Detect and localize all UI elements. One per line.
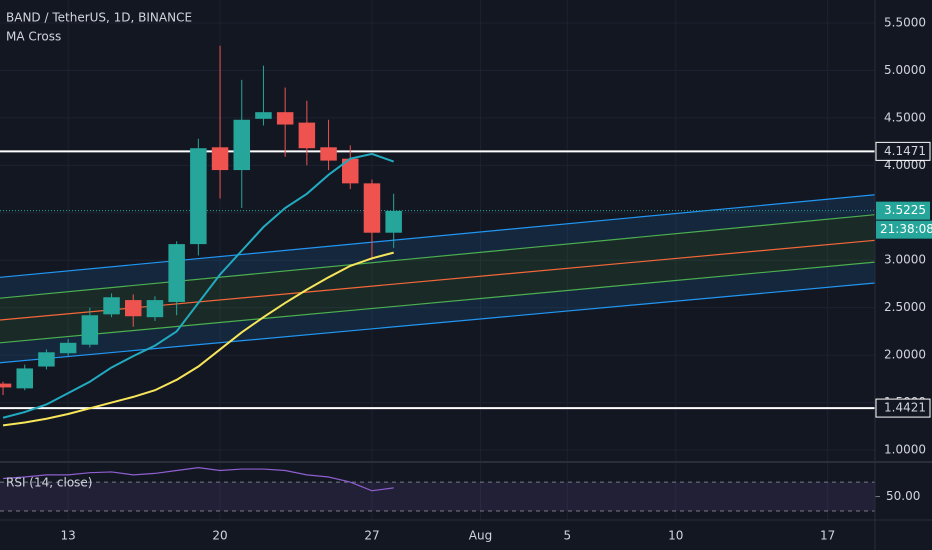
price-label: 4.1471 — [884, 144, 926, 158]
channel-fill — [0, 240, 875, 343]
channel-line — [0, 261, 876, 344]
channel-line — [0, 194, 876, 278]
candle-body — [168, 244, 185, 302]
candle-body — [59, 342, 77, 354]
candle-body — [320, 147, 337, 161]
candle-body — [0, 383, 12, 388]
channel-line — [0, 239, 876, 321]
candle-body — [190, 148, 207, 245]
price-label-box — [876, 201, 930, 220]
x-tick-label: 5 — [563, 529, 571, 543]
price-label: 3.5225 — [884, 203, 926, 217]
moving-average — [2, 251, 394, 427]
x-tick-label: 17 — [820, 529, 835, 543]
candle-body — [211, 147, 229, 171]
candle-body — [81, 315, 99, 345]
candle-body — [255, 112, 272, 119]
moving-average — [2, 152, 394, 419]
candle-body — [16, 368, 33, 389]
countdown: 21:38:08 — [880, 222, 932, 236]
candle-body — [125, 300, 142, 317]
x-tick-label: 10 — [668, 529, 683, 543]
price-label: 1.4421 — [884, 401, 926, 415]
x-tick-label: 27 — [364, 529, 379, 543]
candle-body — [298, 122, 316, 149]
y-tick-label: 5.5000 — [884, 15, 926, 29]
y-tick-label: 2.5000 — [884, 300, 926, 314]
y-tick-label: 2.0000 — [884, 348, 926, 362]
rsi-line — [2, 467, 394, 492]
channel-line — [0, 214, 876, 299]
candle-body — [146, 300, 164, 318]
candle-body — [233, 119, 250, 171]
channel-fill — [0, 214, 875, 321]
channel-fill — [0, 262, 875, 363]
countdown-box — [876, 220, 932, 239]
channel-fill — [0, 194, 875, 299]
rsi-label: RSI (14, close) — [6, 476, 92, 490]
price-label-box — [875, 398, 931, 418]
y-tick-label: 50.00 — [886, 489, 920, 503]
candle-body — [276, 112, 294, 125]
x-tick-label: 13 — [61, 529, 76, 543]
candle-body — [385, 210, 402, 233]
candle-body — [342, 158, 359, 184]
candle-body — [103, 297, 120, 315]
y-tick-label: 3.0000 — [884, 253, 926, 267]
indicator-label: MA Cross — [6, 30, 61, 44]
y-tick-label: 4.0000 — [884, 158, 926, 172]
x-tick-label: Aug — [469, 529, 492, 543]
price-label-box — [875, 141, 931, 161]
y-tick-label: 5.0000 — [884, 63, 926, 77]
candle-body — [363, 183, 381, 233]
x-tick-label: 20 — [212, 529, 227, 543]
chart-title: BAND / TetherUS, 1D, BINANCE — [6, 11, 192, 25]
rsi-band-fill — [0, 482, 875, 512]
y-tick-label: 1.0000 — [884, 443, 926, 457]
candle-body — [38, 352, 55, 367]
y-tick-label: 4.5000 — [884, 110, 926, 124]
